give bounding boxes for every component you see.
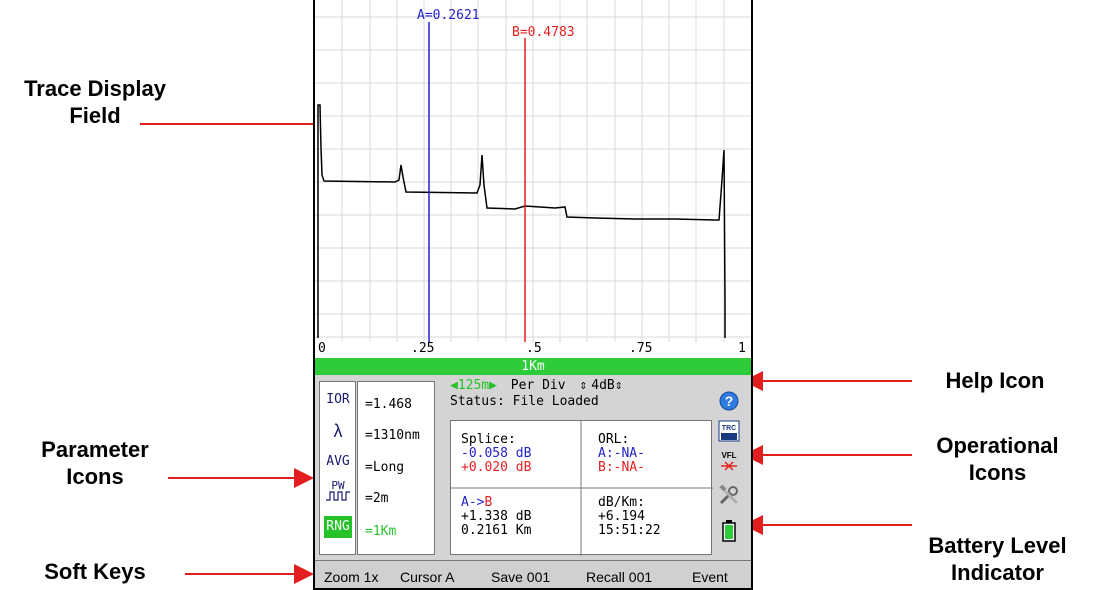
avg-icon[interactable]: AVG: [326, 454, 350, 469]
trc-label: TRC: [722, 425, 736, 432]
parameter-icons: IOR λ AVG PW RNG: [319, 381, 356, 555]
control-panel: IOR λ AVG PW RNG =1.468 =1310nm =Long =2…: [315, 375, 751, 560]
scale-row: ◀125m▶ Per Div ⇕ 4dB⇕: [450, 378, 710, 394]
ab-prefix: A->: [461, 495, 485, 510]
trace-save-icon[interactable]: TRC: [715, 417, 743, 445]
ab-cell: A->B +1.338 dB 0.2161 Km: [461, 496, 531, 538]
svg-text:?: ?: [725, 393, 734, 409]
callout-soft-keys: Soft Keys: [44, 559, 146, 584]
soft-keys: Zoom 1x Cursor A Save 001 Recall 001 Eve…: [315, 560, 751, 588]
splice-cell: Splice: -0.058 dB +0.020 dB: [461, 433, 531, 475]
dbkm-title: dB/Km:: [598, 495, 645, 510]
dbkm-value: +6.194: [598, 509, 645, 524]
measurement-grid-lines: [451, 421, 713, 556]
splice-b-value: +0.020 dB: [461, 460, 532, 475]
x-tick-075: .75: [629, 341, 653, 356]
operational-icons: ? TRC VFL: [715, 385, 745, 553]
softkey-zoom[interactable]: Zoom 1x: [324, 569, 379, 585]
x-tick-05: .5: [526, 341, 542, 356]
range-bar: 1Km: [315, 358, 751, 375]
cursor-a-label: A=0.2621: [417, 8, 480, 23]
splice-title: Splice:: [461, 432, 516, 447]
vfl-label: VFL: [721, 451, 736, 460]
range-value: =1Km: [365, 524, 397, 539]
trace-line: [317, 104, 726, 338]
dbkm-cell: dB/Km: +6.194 15:51:22: [598, 496, 661, 538]
softkey-event[interactable]: Event: [692, 569, 728, 585]
x-tick-1: 1: [738, 341, 746, 356]
measurement-grid: Splice: -0.058 dB +0.020 dB ORL: A:-NA- …: [450, 420, 713, 556]
battery-icon: [715, 517, 743, 545]
softkey-recall[interactable]: Recall 001: [586, 569, 653, 585]
x-tick-0: 0: [318, 341, 326, 356]
wavelength-icon[interactable]: λ: [333, 421, 343, 441]
per-div-right-arrow[interactable]: ▶: [489, 378, 497, 393]
ab-suffix: B: [484, 495, 493, 510]
clock-time: 15:51:22: [598, 523, 661, 538]
orl-title: ORL:: [598, 432, 630, 447]
db-value: 4dB: [591, 378, 615, 393]
callout-trace-display: Trace Display Field: [24, 76, 166, 128]
splice-a-value: -0.058 dB: [461, 446, 532, 461]
ior-icon[interactable]: IOR: [326, 392, 350, 407]
softkey-cursor[interactable]: Cursor A: [400, 569, 455, 585]
callout-operational-icons: Operational Icons: [936, 433, 1059, 485]
orl-cell: ORL: A:-NA- B:-NA-: [598, 433, 645, 475]
status-line: Status: File Loaded: [450, 394, 599, 409]
otdr-screen: A=0.2621 B=0.4783 0 .25 .5 .75 1 1Km IOR…: [313, 0, 753, 590]
trace-x-axis: 0 .25 .5 .75 1: [315, 341, 751, 358]
pulse-width-label: PW: [331, 479, 345, 492]
tools-icon[interactable]: [715, 481, 743, 509]
trace-grid: [315, 0, 751, 342]
per-div-left-arrow[interactable]: ◀: [450, 378, 458, 393]
orl-a-value: A:-NA-: [598, 446, 645, 461]
x-tick-025: .25: [411, 341, 435, 356]
help-icon[interactable]: ?: [715, 387, 743, 415]
avg-value: =Long: [365, 460, 405, 475]
per-div-value: 125m: [457, 378, 490, 393]
ab-title: A->B: [461, 496, 531, 510]
db-up-down-arrow[interactable]: ⇕: [579, 378, 588, 393]
per-div-label: Per Div: [510, 378, 566, 393]
callout-help-icon: Help Icon: [945, 368, 1045, 393]
pulse-wave-icon: [326, 491, 350, 501]
ior-value: =1.468: [365, 397, 412, 412]
ab-db-value: +1.338 dB: [461, 509, 532, 524]
callout-battery: Battery Level Indicator: [928, 533, 1067, 585]
softkey-save[interactable]: Save 001: [491, 569, 551, 585]
trace-display[interactable]: A=0.2621 B=0.4783: [315, 0, 751, 342]
pulse-width-value: =2m: [365, 491, 389, 506]
vfl-icon[interactable]: VFL: [715, 447, 743, 475]
callout-parameter-icons: Parameter Icons: [41, 437, 149, 489]
wavelength-value: =1310nm: [365, 428, 420, 443]
parameter-values: =1.468 =1310nm =Long =2m =1Km: [357, 381, 435, 555]
orl-b-value: B:-NA-: [598, 460, 645, 475]
cursor-b-label: B=0.4783: [512, 25, 575, 40]
status-area: ◀125m▶ Per Div ⇕ 4dB⇕ Status: File Loaded: [450, 378, 710, 418]
range-icon[interactable]: RNG: [324, 516, 352, 538]
pulse-width-icon[interactable]: PW: [324, 480, 352, 506]
ab-km-value: 0.2161 Km: [461, 523, 532, 538]
db-up-down-arrow-2[interactable]: ⇕: [614, 378, 623, 393]
